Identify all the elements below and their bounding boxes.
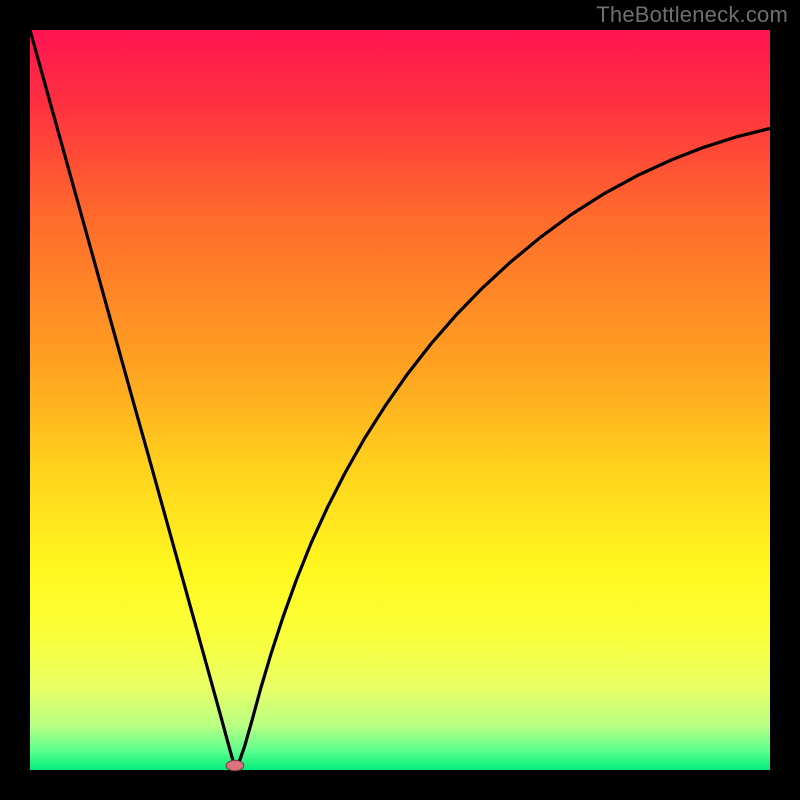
curve-minimum-marker (226, 760, 244, 770)
watermark-text: TheBottleneck.com (596, 2, 788, 28)
plot-area (30, 30, 770, 770)
chart-stage: TheBottleneck.com (0, 0, 800, 800)
bottleneck-chart (0, 0, 800, 800)
